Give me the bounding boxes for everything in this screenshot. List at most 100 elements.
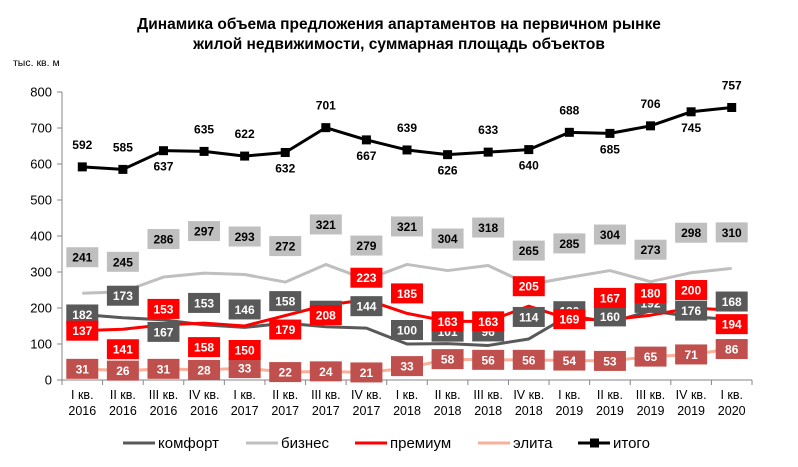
total-marker <box>686 107 696 117</box>
total-marker <box>524 145 534 155</box>
y-tick-label: 800 <box>30 85 52 100</box>
legend-label-total: итого <box>613 435 650 452</box>
y-axis-unit-label: тыс. кв. м <box>13 57 60 69</box>
data-label-bg-business <box>512 240 545 261</box>
data-label-bg-comfort <box>188 292 221 313</box>
y-tick-label: 600 <box>30 157 52 172</box>
legend-label-elite: элита <box>513 435 553 452</box>
data-label-premium: 137 <box>72 324 92 338</box>
data-label-bg-business <box>593 224 626 245</box>
data-label-bg-business <box>715 222 748 243</box>
x-tick-label-quarter: IV кв. <box>351 388 382 402</box>
data-label-elite: 31 <box>76 362 90 376</box>
data-label-bg-elite <box>188 359 221 380</box>
data-label-business: 272 <box>275 240 295 254</box>
data-label-total: 635 <box>194 122 214 136</box>
legend-label-business: бизнес <box>281 435 329 452</box>
data-label-premium: 223 <box>356 271 376 285</box>
data-label-bg-premium <box>269 319 302 340</box>
data-label-elite: 28 <box>197 363 211 377</box>
data-label-bg-premium <box>188 337 221 358</box>
data-label-bg-business <box>269 236 302 257</box>
legend-marker-total <box>590 438 599 448</box>
data-label-bg-elite <box>269 362 302 383</box>
data-label-premium: 194 <box>722 318 742 332</box>
data-label-total: 745 <box>681 121 701 135</box>
total-marker <box>564 127 574 137</box>
data-label-bg-business <box>472 217 505 238</box>
x-tick-label-quarter: I кв. <box>233 388 256 402</box>
data-label-comfort: 182 <box>72 308 92 322</box>
total-marker <box>402 145 412 155</box>
legend: комфорт бизнес премиум элита итого <box>123 435 650 452</box>
x-tick-label-year: 2018 <box>434 404 462 418</box>
series-line-business <box>82 262 732 295</box>
x-tick-label-quarter: II кв. <box>435 388 461 402</box>
y-tick-label: 100 <box>30 337 52 352</box>
data-label-premium: 163 <box>478 315 498 329</box>
data-label-bg-business <box>350 235 383 256</box>
data-label-bg-premium <box>106 339 139 360</box>
data-label-business: 286 <box>153 233 173 247</box>
data-label-bg-comfort <box>512 306 545 327</box>
data-label-bg-elite <box>309 361 342 382</box>
x-tick-label-quarter: III кв. <box>149 388 178 402</box>
y-tick-label: 700 <box>30 121 52 136</box>
data-label-bg-premium <box>228 340 261 360</box>
x-tick-label-quarter: I кв. <box>720 388 743 402</box>
total-marker <box>443 150 453 160</box>
data-label-elite: 58 <box>441 353 455 367</box>
data-label-business: 279 <box>356 239 376 253</box>
total-marker <box>361 135 371 145</box>
data-label-bg-premium <box>66 320 99 341</box>
x-tick-label-quarter: I кв. <box>558 388 581 402</box>
data-label-elite: 65 <box>644 350 658 364</box>
data-label-bg-premium <box>350 267 383 288</box>
x-tick-label-quarter: III кв. <box>636 388 665 402</box>
data-label-bg-elite <box>350 362 383 383</box>
data-label-elite: 71 <box>684 348 698 362</box>
data-label-business: 304 <box>600 228 620 242</box>
total-marker <box>605 128 615 138</box>
x-tick-label-year: 2016 <box>190 404 218 418</box>
x-tick-label-quarter: II кв. <box>110 388 136 402</box>
data-labels: 31 26 31 28 33 22 24 21 33 58 56 56 54 53 65 71 86 241 245… <box>66 78 748 383</box>
total-marker <box>118 164 128 174</box>
data-label-business: 265 <box>519 244 539 258</box>
data-label-bg-elite <box>675 344 708 365</box>
y-tick-label: 400 <box>30 229 52 244</box>
data-label-premium: 153 <box>153 302 173 316</box>
x-tick-label-quarter: III кв. <box>311 388 340 402</box>
data-label-bg-premium <box>634 283 667 304</box>
x-tick-label: III кв. 2018 <box>473 388 502 418</box>
x-tick-label: I кв. 2020 <box>718 388 746 418</box>
data-label-bg-business <box>228 226 261 247</box>
data-label-comfort: 176 <box>681 304 701 318</box>
x-tick-label-quarter: IV кв. <box>189 388 220 402</box>
total-marker <box>240 151 250 161</box>
x-tick-label: II кв. 2018 <box>434 388 462 418</box>
legend-label-comfort: комфорт <box>158 435 219 452</box>
data-label-elite: 86 <box>725 343 739 357</box>
x-tick-label-quarter: I кв. <box>71 388 94 402</box>
x-tick-label: III кв. 2019 <box>636 388 665 418</box>
data-label-elite: 33 <box>400 360 414 374</box>
data-label-total: 622 <box>235 127 255 141</box>
data-label-total: 640 <box>519 159 539 173</box>
data-label-total: 706 <box>641 97 661 111</box>
total-marker <box>199 146 209 156</box>
x-tick-label-quarter: II кв. <box>272 388 298 402</box>
data-label-premium: 205 <box>519 280 539 294</box>
data-label-total: 757 <box>722 78 742 92</box>
data-label-premium: 150 <box>235 344 255 358</box>
data-label-premium: 141 <box>113 343 133 357</box>
data-label-bg-elite <box>553 350 586 371</box>
data-label-bg-elite <box>634 346 667 367</box>
total-marker <box>483 147 493 157</box>
y-tick-label: 500 <box>30 193 52 208</box>
data-label-total: 688 <box>559 103 579 117</box>
data-label-bg-elite <box>715 339 748 360</box>
total-marker <box>321 123 331 133</box>
data-label-comfort: 146 <box>235 303 255 317</box>
